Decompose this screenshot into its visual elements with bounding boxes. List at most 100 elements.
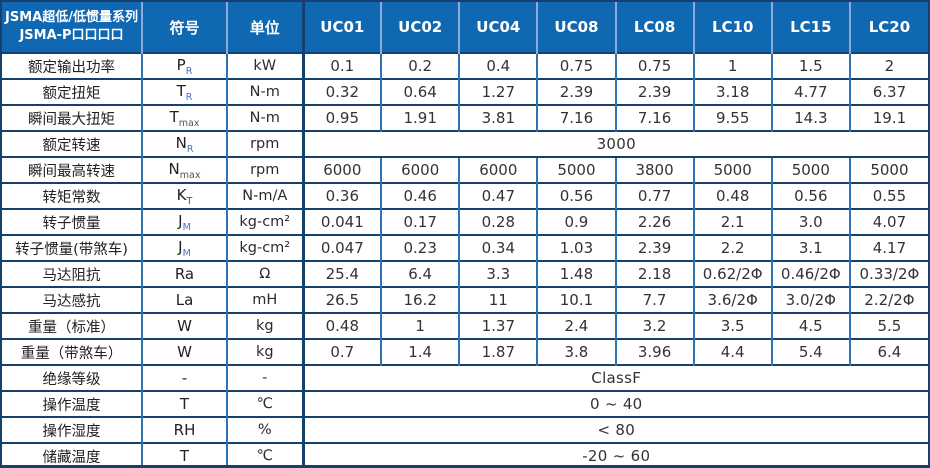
merged-value-cell: 0 ~ 40 — [301, 390, 928, 417]
unit-cell: ℃ — [226, 390, 303, 417]
value-cell: 3.8 — [536, 338, 616, 365]
unit-cell: N-m — [226, 104, 303, 131]
symbol-cell: NR — [141, 130, 227, 157]
symbol-cell: RH — [141, 416, 227, 443]
value-cell: 5000 — [692, 156, 772, 183]
value-cell: 2.18 — [614, 260, 694, 287]
value-cell: 0.64 — [380, 78, 460, 105]
symbol-cell: Ra — [141, 260, 227, 287]
value-cell: 2.26 — [614, 208, 694, 235]
value-cell: 5000 — [536, 156, 616, 183]
row-label: 马达阻抗 — [2, 260, 142, 287]
table-row: 额定转速 NR rpm 3000 — [2, 130, 928, 157]
value-cell: 0.56 — [770, 182, 850, 209]
value-cell: 4.4 — [692, 338, 772, 365]
column-header-model: LC10 — [692, 2, 772, 53]
symbol-cell: La — [141, 286, 227, 313]
table-row: 操作湿度 RH% < 80 — [2, 416, 928, 443]
merged-value-cell: ClassF — [301, 364, 928, 391]
value-cell: 3.0 — [770, 208, 850, 235]
value-cell: 4.17 — [848, 234, 928, 261]
table-row: 绝缘等级 - - ClassF — [2, 364, 928, 391]
row-label: 重量（带煞车） — [2, 338, 142, 365]
row-label: 额定转速 — [2, 130, 142, 157]
value-cell: 26.5 — [301, 286, 382, 313]
value-cell: 6.37 — [848, 78, 928, 105]
row-label: 操作湿度 — [2, 416, 142, 443]
value-cell: 0.75 — [614, 52, 694, 79]
value-cell: 1.87 — [458, 338, 538, 365]
value-cell: 1 — [692, 52, 772, 79]
value-cell: 3.5 — [692, 312, 772, 339]
value-cell: 4.5 — [770, 312, 850, 339]
value-cell: 0.2 — [380, 52, 460, 79]
unit-cell: kg-cm² — [226, 234, 303, 261]
value-cell: 3.81 — [458, 104, 538, 131]
column-header-model: UC01 — [301, 2, 382, 53]
value-cell: 25.4 — [301, 260, 382, 287]
table-row: 瞬间最大扭矩 Tmax N-m 0.95 1.91 3.81 7.16 7.16 9.55 14.… — [2, 104, 928, 131]
value-cell: 0.33/2Φ — [848, 260, 928, 287]
value-cell: 3.3 — [458, 260, 538, 287]
value-cell: 0.36 — [301, 182, 382, 209]
value-cell: 3.2 — [614, 312, 694, 339]
symbol-cell: KT — [141, 182, 227, 209]
symbol-cell: T — [141, 390, 227, 417]
value-cell: 1.5 — [770, 52, 850, 79]
series-title-line2: JSMA-P口口口口 — [19, 28, 124, 43]
merged-value-cell: < 80 — [301, 416, 928, 443]
value-cell: 2 — [848, 52, 928, 79]
symbol-cell: Tmax — [141, 104, 227, 131]
value-cell: 2.4 — [536, 312, 616, 339]
column-header-model: LC20 — [848, 2, 928, 53]
unit-cell: kg — [226, 312, 303, 339]
value-cell: 1 — [380, 312, 460, 339]
table-body: 额定输出功率 PR kW 0.1 0.2 0.4 0.75 0.75 1 1.5 2 额定扭矩 TR N-… — [2, 52, 928, 465]
series-title-line1: JSMA超低/低惯量系列 — [5, 10, 138, 26]
value-cell: 5.5 — [848, 312, 928, 339]
value-cell: 0.55 — [848, 182, 928, 209]
row-label: 额定扭矩 — [2, 78, 142, 105]
value-cell: 0.9 — [536, 208, 616, 235]
column-header-model: UC04 — [458, 2, 538, 53]
row-label: 储藏温度 — [2, 442, 142, 465]
value-cell: 2.1 — [692, 208, 772, 235]
value-cell: 7.16 — [536, 104, 616, 131]
value-cell: 6.4 — [848, 338, 928, 365]
unit-cell: mH — [226, 286, 303, 313]
row-label: 重量（标准） — [2, 312, 142, 339]
symbol-cell: PR — [141, 52, 227, 79]
value-cell: 0.46/2Φ — [770, 260, 850, 287]
table-row: 额定输出功率 PR kW 0.1 0.2 0.4 0.75 0.75 1 1.5 2 — [2, 52, 928, 79]
table-row: 马达感抗 La mH 26.5 16.2 11 10.1 7.7 3.6/2Φ 3.0/2Φ 2.2… — [2, 286, 928, 313]
value-cell: 1.91 — [380, 104, 460, 131]
value-cell: 0.4 — [458, 52, 538, 79]
value-cell: 6000 — [458, 156, 538, 183]
value-cell: 0.46 — [380, 182, 460, 209]
value-cell: 0.34 — [458, 234, 538, 261]
value-cell: 9.55 — [692, 104, 772, 131]
merged-value-cell: -20 ~ 60 — [301, 442, 928, 465]
value-cell: 2.39 — [614, 78, 694, 105]
value-cell: 6000 — [301, 156, 382, 183]
unit-cell: ℃ — [226, 442, 303, 465]
row-label: 瞬间最高转速 — [2, 156, 142, 183]
value-cell: 7.16 — [614, 104, 694, 131]
value-cell: 0.47 — [458, 182, 538, 209]
unit-cell: % — [226, 416, 303, 443]
value-cell: 7.7 — [614, 286, 694, 313]
value-cell: 0.95 — [301, 104, 382, 131]
value-cell: 16.2 — [380, 286, 460, 313]
value-cell: 0.48 — [692, 182, 772, 209]
column-header-model: LC15 — [770, 2, 850, 53]
value-cell: 1.4 — [380, 338, 460, 365]
unit-cell: kg — [226, 338, 303, 365]
unit-cell: Ω — [226, 260, 303, 287]
value-cell: 0.28 — [458, 208, 538, 235]
column-header-symbol: 符号 — [141, 2, 227, 53]
value-cell: 6000 — [380, 156, 460, 183]
value-cell: 19.1 — [848, 104, 928, 131]
